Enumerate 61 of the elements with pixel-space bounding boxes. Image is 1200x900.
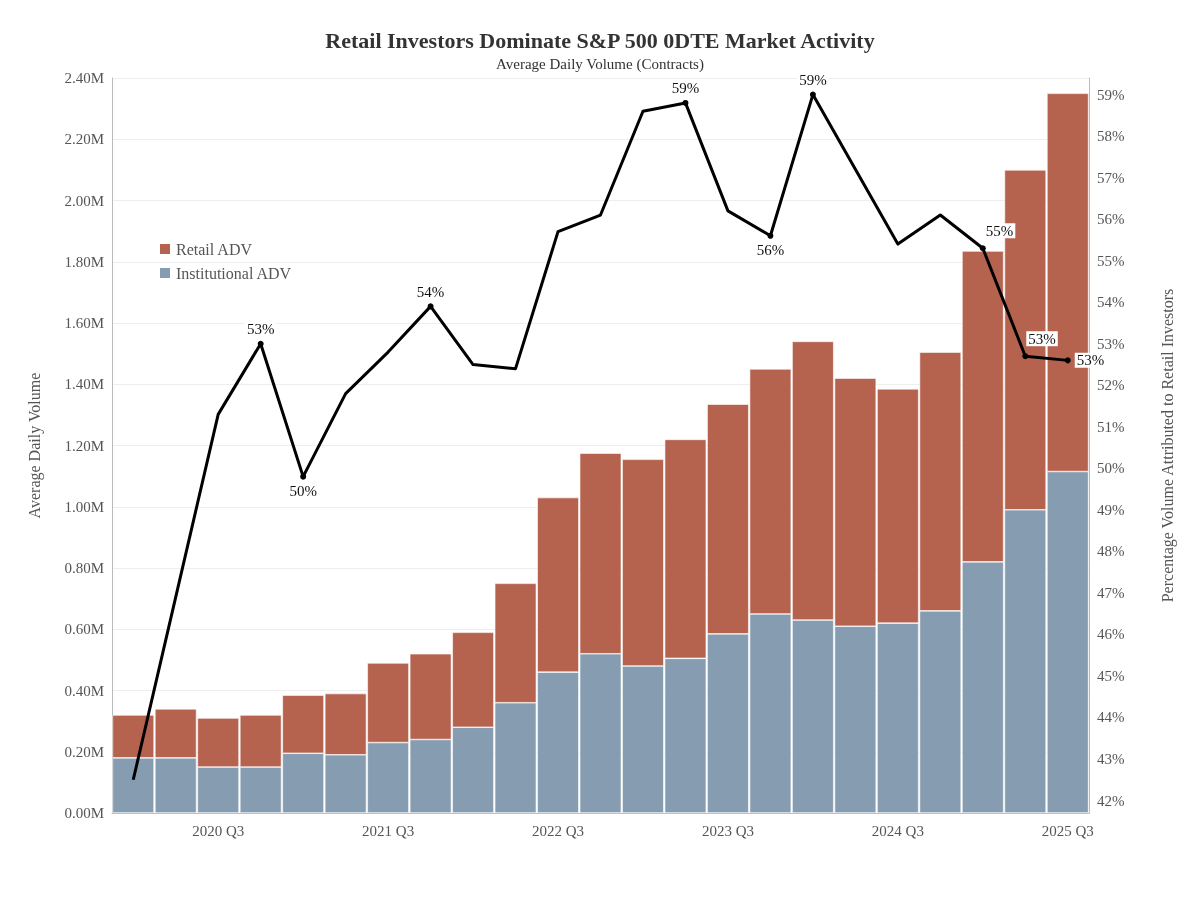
data-label: 53% xyxy=(1076,352,1105,369)
data-label: 59% xyxy=(799,72,827,89)
y-tick-label: 1.80M xyxy=(64,253,104,270)
legend-label: Retail ADV xyxy=(176,240,253,258)
data-label: 56% xyxy=(756,242,785,259)
y-tick-label: 1.40M xyxy=(64,376,104,393)
y-tick-label: 1.60M xyxy=(64,315,104,331)
y-axis-title: Average Daily Volume xyxy=(25,372,44,519)
y-tick-label: 0.40M xyxy=(64,682,104,699)
chart-subtitle: Average Daily Volume (Contracts) xyxy=(496,55,704,73)
y2-tick-label: 46% xyxy=(1097,626,1125,643)
y2-tick-label: 56% xyxy=(1097,211,1125,228)
point xyxy=(1022,353,1029,360)
data-label: 53% xyxy=(246,321,275,338)
x-tick-label: 2022 Q3 xyxy=(531,822,585,839)
y2-tick-label: 55% xyxy=(1097,252,1125,269)
y2-tick-label: 52% xyxy=(1097,377,1125,394)
data-label: 54% xyxy=(416,283,445,300)
y2-tick-label: 43% xyxy=(1097,751,1125,768)
x-tick-label: 2020 Q3 xyxy=(192,822,245,839)
x-tick-label: 2021 Q3 xyxy=(362,822,415,839)
y2-tick-label: 50% xyxy=(1097,460,1125,477)
y2-tick-label: 47% xyxy=(1097,584,1125,601)
y2-tick-label: 59% xyxy=(1097,86,1125,103)
y-tick-label: 1.00M xyxy=(64,498,104,515)
x-tick-label: 2023 Q3 xyxy=(701,822,754,839)
point xyxy=(300,473,307,480)
y-tick-label: 0.00M xyxy=(64,805,104,821)
y2-tick-label: 58% xyxy=(1097,128,1125,145)
point xyxy=(1064,357,1071,364)
point xyxy=(427,303,434,310)
data-label: 59% xyxy=(671,80,700,97)
data-label: 50% xyxy=(289,483,317,500)
y2-tick-label: 42% xyxy=(1097,792,1125,809)
x-tick-label: 2024 Q3 xyxy=(871,822,924,839)
point xyxy=(979,245,986,252)
y2-tick-label: 49% xyxy=(1097,501,1125,518)
y2-tick-label: 57% xyxy=(1097,169,1125,186)
y2-tick-label: 48% xyxy=(1097,543,1125,560)
chart-title: Retail Investors Dominate S&P 500 0DTE Market Activity xyxy=(325,27,875,53)
y2-tick-label: 45% xyxy=(1097,667,1125,684)
legend-label: Institutional ADV xyxy=(176,264,292,282)
y-tick-label: 2.40M xyxy=(64,70,104,86)
point xyxy=(809,91,816,98)
y2-tick-label: 54% xyxy=(1097,294,1125,311)
y-tick-label: 0.80M xyxy=(64,560,104,576)
point xyxy=(767,232,774,239)
y-tick-label: 2.20M xyxy=(64,131,104,148)
x-tick-label: 2025 Q3 xyxy=(1041,822,1094,839)
y-tick-label: 1.20M xyxy=(64,437,104,454)
y-tick-label: 2.00M xyxy=(64,192,104,209)
y-tick-label: 0.20M xyxy=(64,743,104,760)
y2-tick-label: 51% xyxy=(1097,418,1125,435)
point xyxy=(682,99,689,106)
data-label: 53% xyxy=(1028,330,1056,347)
y-tick-label: 0.60M xyxy=(64,621,104,638)
y2-axis-title: Percentage Volume Attributed to Retail Investors xyxy=(1158,288,1177,603)
y2-tick-label: 44% xyxy=(1097,709,1125,726)
point xyxy=(257,340,264,347)
data-label: 55% xyxy=(985,222,1014,239)
y2-tick-label: 53% xyxy=(1097,335,1125,352)
